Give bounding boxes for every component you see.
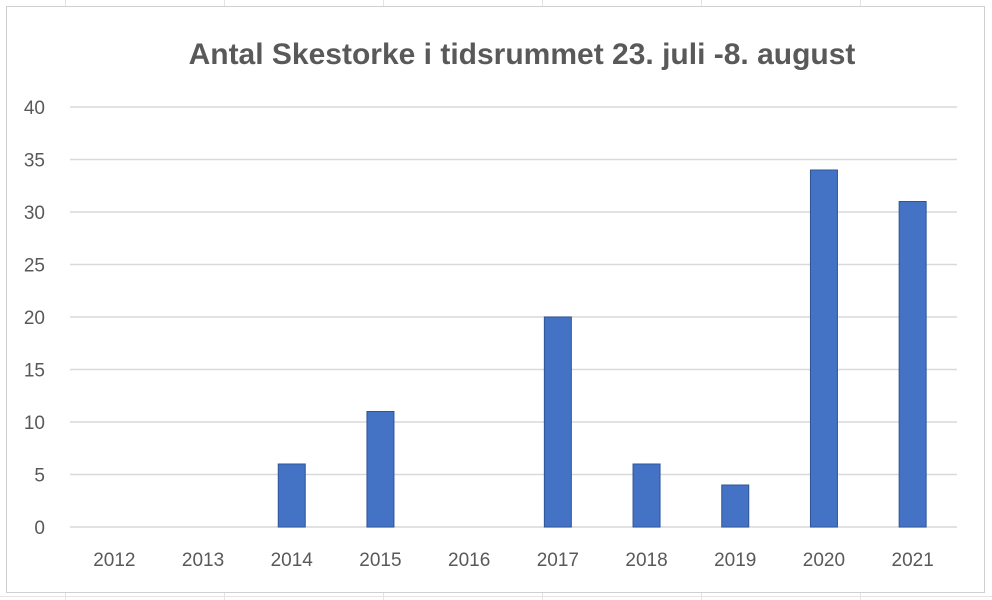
x-tick-label: 2014: [271, 550, 314, 571]
bars: [277, 169, 927, 528]
x-tick-label: 2015: [359, 550, 401, 571]
y-tick-label: 10: [24, 413, 45, 434]
x-tick-label: 2017: [537, 550, 579, 571]
bar-2021[interactable]: [898, 201, 927, 528]
x-tick-label: 2012: [93, 550, 135, 571]
bar-2014[interactable]: [277, 463, 306, 528]
y-axis-ticks: 0 5 10 15 20 25 30 35 40: [24, 98, 45, 539]
x-axis-ticks: 2012 2013 2014 2015 2016 2017 2018 2019 2020 2021: [93, 550, 934, 571]
bar-2020[interactable]: [809, 169, 838, 528]
y-tick-label: 15: [24, 361, 45, 382]
x-tick-label: 2019: [714, 550, 756, 571]
y-tick-label: 40: [24, 98, 45, 119]
y-tick-label: 20: [24, 308, 45, 329]
y-tick-label: 25: [24, 256, 45, 277]
x-tick-label: 2020: [803, 550, 845, 571]
bar-2017[interactable]: [543, 316, 572, 528]
bar-2019[interactable]: [721, 484, 750, 528]
bar-2015[interactable]: [366, 411, 395, 528]
x-tick-label: 2013: [182, 550, 224, 571]
y-tick-label: 5: [34, 466, 45, 487]
sheet-gridline: [0, 596, 992, 597]
y-tick-label: 0: [34, 518, 45, 539]
y-tick-label: 35: [24, 151, 45, 172]
chart-title: Antal Skestorke i tidsrummet 23. juli -8…: [189, 38, 856, 71]
gridlines: [70, 106, 957, 528]
x-tick-label: 2018: [625, 550, 667, 571]
x-tick-label: 2021: [892, 550, 934, 571]
x-tick-label: 2016: [448, 550, 490, 571]
y-tick-label: 30: [24, 203, 45, 224]
bar-2018[interactable]: [632, 463, 661, 528]
